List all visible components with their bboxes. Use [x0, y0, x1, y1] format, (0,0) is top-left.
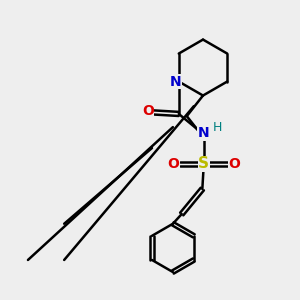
- Text: O: O: [229, 157, 240, 171]
- Text: N: N: [198, 126, 210, 140]
- Text: O: O: [167, 157, 179, 171]
- Text: S: S: [198, 157, 209, 172]
- Text: H: H: [212, 121, 222, 134]
- Text: O: O: [142, 104, 154, 118]
- Text: N: N: [169, 74, 181, 88]
